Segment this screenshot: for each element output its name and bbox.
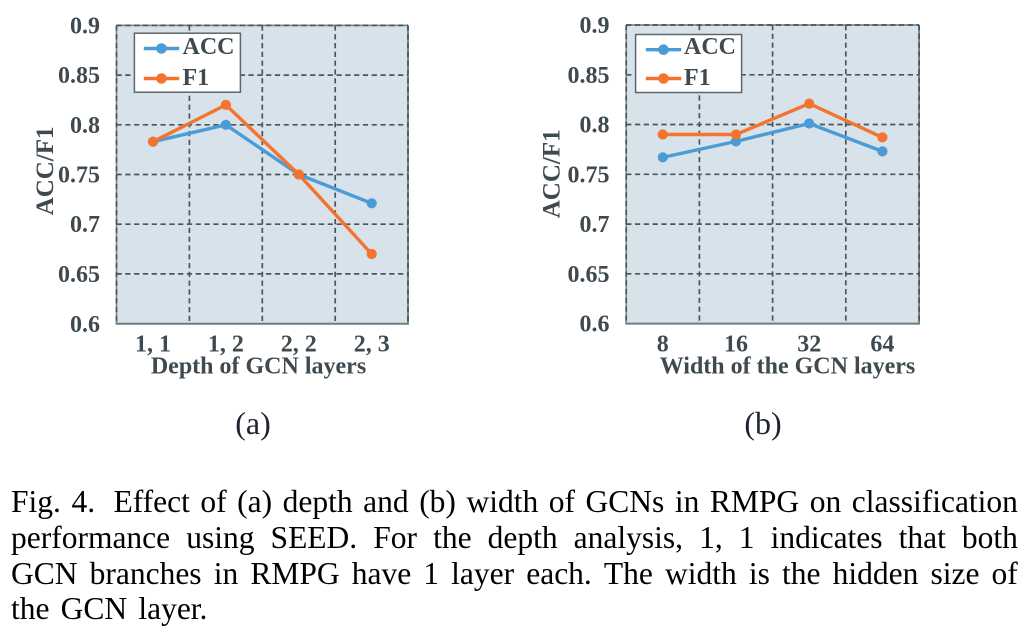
svg-text:F1: F1 (183, 65, 210, 91)
svg-text:ACC/F1: ACC/F1 (539, 129, 566, 218)
svg-text:ACC: ACC (684, 34, 736, 60)
svg-text:ACC: ACC (183, 34, 235, 60)
svg-text:Depth of GCN layers: Depth of GCN layers (151, 354, 366, 380)
svg-text:64: 64 (870, 332, 894, 358)
svg-text:F1: F1 (684, 65, 711, 91)
svg-text:0.65: 0.65 (58, 262, 100, 288)
svg-text:0.6: 0.6 (70, 312, 100, 338)
svg-text:2, 3: 2, 3 (354, 332, 390, 358)
svg-text:0.9: 0.9 (70, 13, 100, 39)
svg-text:2, 2: 2, 2 (281, 332, 317, 358)
svg-text:32: 32 (797, 332, 821, 358)
svg-text:Width of the GCN layers: Width of the GCN layers (660, 354, 916, 380)
svg-text:1, 2: 1, 2 (208, 332, 244, 358)
svg-text:0.75: 0.75 (568, 162, 610, 188)
svg-text:0.75: 0.75 (58, 163, 100, 189)
svg-text:ACC/F1: ACC/F1 (32, 126, 59, 215)
svg-text:1, 1: 1, 1 (135, 332, 171, 358)
svg-text:0.85: 0.85 (568, 63, 610, 89)
svg-text:8: 8 (657, 332, 669, 358)
svg-text:16: 16 (724, 332, 748, 358)
svg-text:0.6: 0.6 (580, 312, 610, 338)
svg-text:0.7: 0.7 (70, 212, 100, 238)
svg-text:0.8: 0.8 (580, 113, 610, 139)
svg-text:0.85: 0.85 (58, 63, 100, 89)
svg-text:0.8: 0.8 (70, 113, 100, 139)
svg-text:0.9: 0.9 (580, 13, 610, 39)
svg-text:0.65: 0.65 (568, 262, 610, 288)
svg-text:0.7: 0.7 (580, 212, 610, 238)
